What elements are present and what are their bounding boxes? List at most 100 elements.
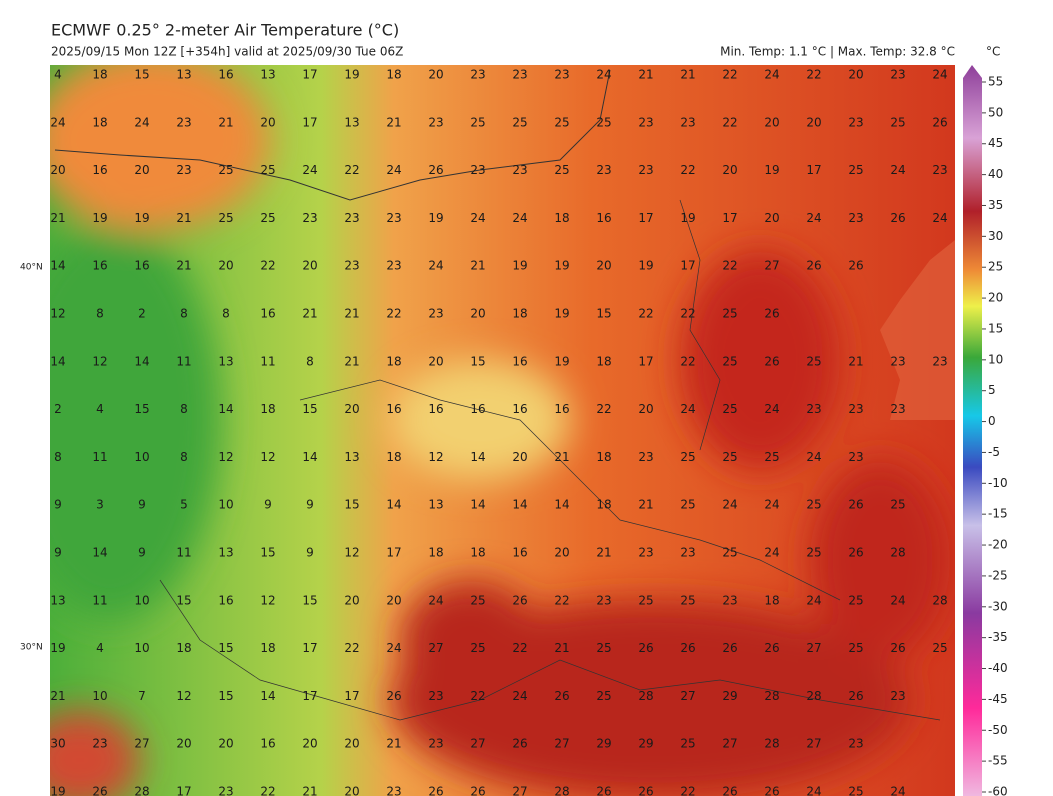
grid-value: 23: [302, 211, 317, 225]
grid-value: 12: [344, 546, 359, 560]
grid-value: 29: [722, 689, 737, 703]
grid-value: 19: [554, 259, 569, 273]
grid-value: 12: [428, 450, 443, 464]
grid-value: 21: [386, 737, 401, 751]
grid-value: 23: [428, 307, 443, 321]
grid-value: 28: [806, 689, 821, 703]
grid-value: 18: [596, 498, 611, 512]
colorbar-tick-label: -30: [988, 599, 1008, 613]
grid-value: 20: [470, 307, 485, 321]
grid-value: 28: [554, 785, 569, 796]
grid-value: 14: [50, 259, 65, 273]
grid-value: 10: [218, 498, 233, 512]
grid-value: 23: [596, 593, 611, 607]
grid-value: 24: [890, 163, 905, 177]
grid-value: 19: [344, 68, 359, 82]
grid-value: 19: [680, 211, 695, 225]
grid-value: 17: [386, 546, 401, 560]
grid-value: 14: [386, 498, 401, 512]
grid-value: 16: [470, 402, 485, 416]
grid-value: 9: [306, 498, 314, 512]
grid-value: 18: [386, 450, 401, 464]
grid-value: 24: [764, 68, 779, 82]
grid-value: 23: [848, 211, 863, 225]
grid-value: 20: [428, 354, 443, 368]
border: [54, 69, 611, 201]
grid-value: 12: [176, 689, 191, 703]
grid-value: 22: [680, 163, 695, 177]
grid-value: 2: [138, 307, 146, 321]
grid-value: 25: [932, 641, 947, 655]
grid-value: 23: [344, 211, 359, 225]
colorbar-tick-label: 5: [988, 383, 996, 397]
grid-value: 24: [764, 498, 779, 512]
grid-value: 24: [722, 498, 737, 512]
grid-value: 23: [176, 163, 191, 177]
grid-value: 12: [50, 307, 65, 321]
colorbar-tick-label: 50: [988, 105, 1003, 119]
grid-value: 11: [92, 593, 107, 607]
grid-value: 23: [428, 689, 443, 703]
colorbar-tick-label: 45: [988, 136, 1003, 150]
grid-value: 23: [890, 68, 905, 82]
grid-value: 26: [512, 593, 527, 607]
grid-value: 17: [638, 354, 653, 368]
grid-value: 27: [554, 737, 569, 751]
grid-value: 14: [50, 354, 65, 368]
grid-value: 20: [848, 68, 863, 82]
grid-value: 15: [596, 307, 611, 321]
grid-value: 18: [428, 546, 443, 560]
grid-value: 23: [386, 785, 401, 796]
colorbar-tick-label: -45: [988, 692, 1008, 706]
grid-value: 15: [176, 593, 191, 607]
grid-value: 25: [722, 450, 737, 464]
grid-value: 25: [470, 593, 485, 607]
grid-value: 9: [264, 498, 272, 512]
colorbar-tick-label: 15: [988, 321, 1003, 335]
grid-value: 20: [428, 68, 443, 82]
grid-value: 19: [554, 354, 569, 368]
grid-value: 8: [306, 354, 314, 368]
grid-value: 18: [596, 450, 611, 464]
subtitle: 2025/09/15 Mon 12Z [+354h] valid at 2025…: [51, 45, 403, 59]
colorbar-unit: °C: [986, 45, 1000, 59]
colorbar-tick-label: -20: [988, 538, 1008, 552]
colorbar-tick-label: -25: [988, 568, 1008, 582]
grid-value: 21: [386, 115, 401, 129]
latitude-label: 30°N: [20, 643, 43, 653]
grid-value: 18: [596, 354, 611, 368]
grid-value: 23: [722, 593, 737, 607]
grid-value: 20: [512, 450, 527, 464]
grid-value: 18: [260, 641, 275, 655]
grid-value: 16: [428, 402, 443, 416]
grid-value: 23: [848, 450, 863, 464]
grid-value: 26: [428, 163, 443, 177]
grid-value: 26: [512, 737, 527, 751]
grid-value: 24: [512, 689, 527, 703]
grid-value: 19: [92, 211, 107, 225]
grid-value: 11: [92, 450, 107, 464]
grid-value: 25: [218, 163, 233, 177]
border: [679, 199, 721, 451]
grid-value: 22: [260, 259, 275, 273]
grid-value: 9: [54, 546, 62, 560]
grid-value: 4: [96, 402, 104, 416]
grid-value: 7: [138, 689, 146, 703]
grid-value: 17: [302, 689, 317, 703]
grid-value: 19: [764, 163, 779, 177]
grid-value: 24: [596, 68, 611, 82]
grid-value: 24: [680, 402, 695, 416]
grid-value: 23: [932, 354, 947, 368]
grid-value: 24: [428, 259, 443, 273]
grid-value: 22: [722, 115, 737, 129]
grid-value: 22: [260, 785, 275, 796]
grid-value: 23: [470, 163, 485, 177]
grid-value: 29: [596, 737, 611, 751]
grid-value: 17: [302, 68, 317, 82]
grid-value: 21: [344, 354, 359, 368]
grid-value: 25: [638, 593, 653, 607]
grid-value: 13: [344, 115, 359, 129]
grid-value: 21: [596, 546, 611, 560]
grid-value: 24: [50, 115, 65, 129]
grid-value: 16: [596, 211, 611, 225]
